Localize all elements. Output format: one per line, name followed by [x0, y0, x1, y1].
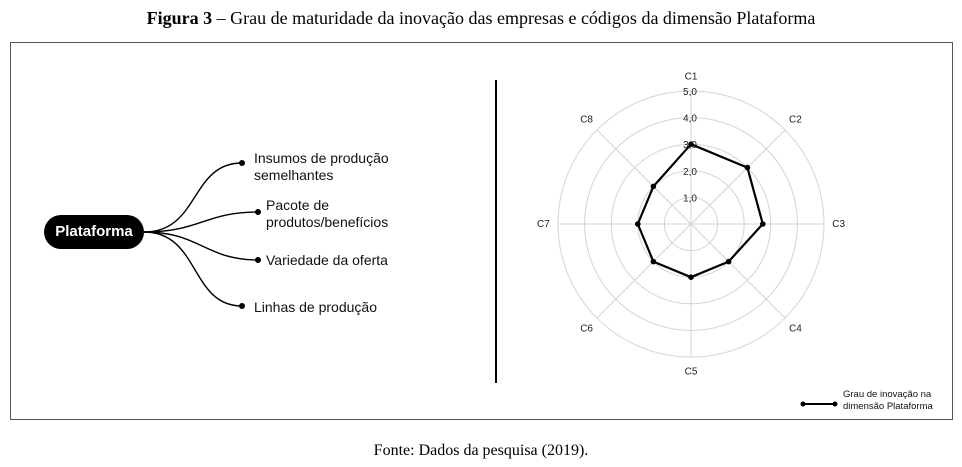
data-point-c4	[725, 258, 732, 265]
branch-label-1: Insumos de produção semelhantes	[254, 150, 389, 184]
data-point-c5	[688, 274, 694, 281]
figure-title: – Grau de maturidade da inovação das emp…	[212, 8, 816, 28]
axis-label-c4: C4	[789, 323, 802, 334]
axis-label-c1: C1	[685, 71, 698, 82]
figure-frame	[10, 42, 953, 420]
axis-label-c6: C6	[580, 323, 593, 334]
branch-label-3: Variedade da oferta	[266, 252, 388, 269]
branch-label-2: Pacote de produtos/benefícios	[266, 197, 388, 231]
mindmap-root-node: Plataforma	[44, 215, 144, 249]
figure-label: Figura 3	[146, 8, 213, 28]
branch-label-4: Linhas de produção	[254, 299, 377, 316]
axis-label-c5: C5	[685, 367, 698, 378]
data-point-c3	[760, 221, 766, 227]
data-point-c6	[650, 258, 657, 265]
panel-divider	[495, 80, 497, 383]
data-point-c2	[744, 164, 751, 171]
branch-label-1-line2: semelhantes	[254, 167, 334, 183]
grid-spoke	[596, 129, 692, 225]
grid-spoke	[690, 129, 786, 225]
axis-label-c3: C3	[832, 219, 845, 230]
axis-label-c8: C8	[580, 115, 593, 126]
data-point-c1	[688, 141, 694, 147]
grid-spoke	[690, 223, 786, 319]
axis-label-c7: C7	[537, 219, 550, 230]
chart-legend: Grau de inovação na dimensão Plataforma	[843, 389, 933, 413]
branch-label-2-line1: Pacote de	[266, 197, 330, 213]
branch-label-4-line1: Linhas de produção	[254, 299, 377, 315]
tick-label: 1,0	[683, 193, 697, 204]
grid-spoke	[596, 223, 692, 319]
figure-source: Fonte: Dados da pesquisa (2019).	[373, 442, 589, 459]
legend-label-line2: dimensão Plataforma	[843, 401, 933, 412]
figure-caption: Figura 3 – Grau de maturidade da inovaçã…	[0, 8, 962, 29]
branch-label-3-line1: Variedade da oferta	[266, 252, 388, 268]
data-point-c7	[635, 221, 641, 227]
axis-label-c2: C2	[789, 115, 802, 126]
tick-label: 2,0	[683, 167, 697, 178]
branch-label-2-line2: produtos/benefícios	[266, 214, 389, 230]
data-point-c8	[650, 183, 657, 190]
tick-label: 4,0	[683, 114, 697, 125]
tick-label: 5,0	[683, 87, 697, 98]
legend-label-line1: Grau de inovação na	[843, 389, 932, 400]
branch-label-1-line1: Insumos de produção	[254, 150, 389, 166]
